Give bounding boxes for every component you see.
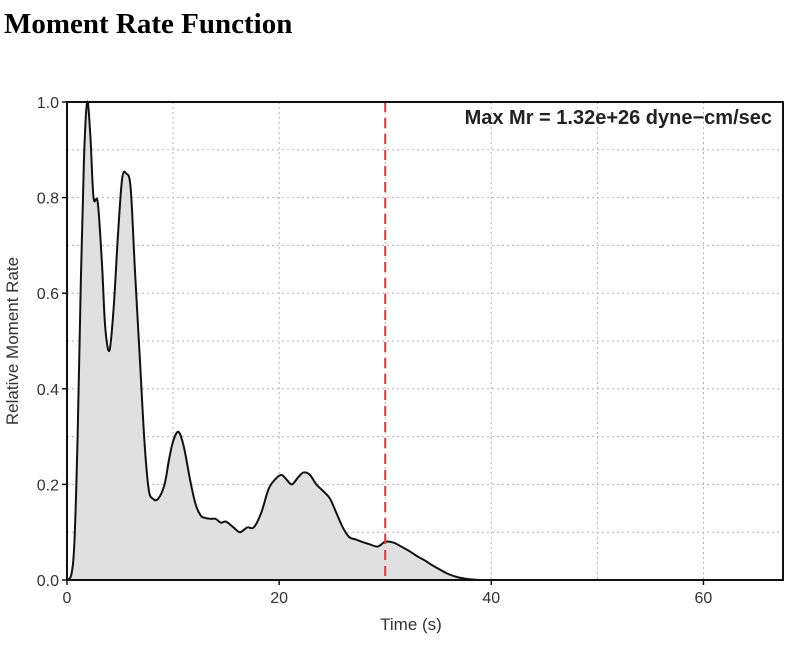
max-moment-rate-annotation: Max Mr = 1.32e+26 dyne−cm/sec [465, 107, 772, 129]
y-tick-label: 0.6 [37, 286, 59, 303]
x-tick-label: 0 [63, 590, 72, 607]
x-axis-label: Time (s) [380, 615, 442, 634]
moment-rate-area [67, 101, 783, 581]
moment-rate-line [66, 100, 783, 582]
x-tick-label: 20 [270, 590, 288, 607]
page-title: Moment Rate Function [4, 8, 293, 40]
x-tick-label: 40 [482, 590, 500, 607]
y-tick-label: 0.8 [37, 191, 59, 208]
y-axis-label: Relative Moment Rate [3, 257, 22, 425]
y-tick-label: 0.2 [37, 477, 59, 494]
y-tick-label: 1.0 [37, 95, 59, 112]
tick-layer: 0 20 40 60 0.0 0.2 0.4 0.6 0.8 1.0 [37, 95, 713, 607]
plot-frame [66, 101, 784, 581]
grid-layer [67, 102, 783, 580]
y-tick-label: 0.4 [37, 382, 59, 399]
y-tick-label: 0.0 [37, 573, 59, 590]
x-tick-label: 60 [695, 590, 713, 607]
